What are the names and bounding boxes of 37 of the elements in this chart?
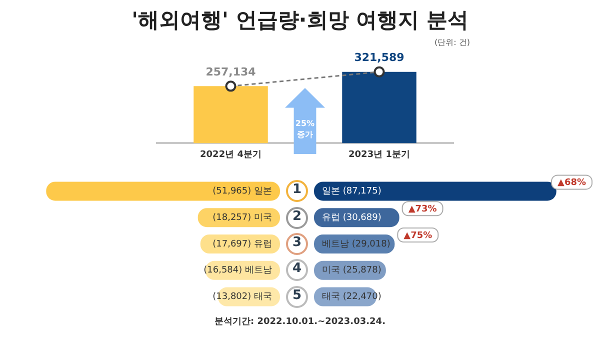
annotation: ▲68%: [558, 178, 586, 188]
text: 2: [291, 208, 303, 225]
chart-title: '해외여행' 언급량·희망 여행지 분석: [130, 7, 470, 34]
y-tick-label: 태국: [322, 292, 340, 302]
y-tick-label: 일본: [254, 186, 272, 197]
data-label: (29,018): [352, 239, 390, 250]
data-label: (51,965): [212, 186, 252, 197]
y-tick-label: 유럽: [322, 212, 340, 223]
annotation: ▲75%: [404, 230, 432, 241]
x-tick-label: 2023년 1분기: [348, 150, 410, 160]
text: 3: [291, 235, 303, 251]
data-label: (17,697): [212, 239, 252, 250]
text: 분석기간: 2022.10.01.~2023.03.24.: [214, 316, 386, 328]
data-label: 321,589: [354, 51, 404, 64]
text: 4: [291, 261, 303, 278]
data-label: (18,257): [212, 212, 252, 223]
text: 1: [291, 182, 303, 198]
bar: [314, 182, 556, 201]
y-tick-label: 유럽: [254, 239, 272, 250]
y-tick-label: 베트남: [245, 266, 272, 276]
y-tick-label: 미국: [322, 266, 340, 276]
data-label: (16,584): [204, 266, 242, 276]
annotation: 25% 증가: [294, 118, 316, 140]
x-tick-label: 2022년 4분기: [200, 150, 262, 160]
annotation: ▲73%: [408, 204, 437, 214]
data-label: (87,175): [342, 186, 382, 197]
y-tick-label: 베트남: [322, 239, 349, 250]
bar: [46, 182, 280, 201]
text: 5: [291, 288, 303, 304]
y-tick-label: 미국: [254, 212, 272, 223]
y-tick-label: 태국: [254, 292, 272, 302]
data-label: (30,689): [342, 212, 382, 223]
data-label: (13,802): [212, 292, 252, 302]
text: (단위: 건): [434, 37, 470, 48]
data-label: (25,878): [342, 266, 382, 276]
y-tick-label: 일본: [322, 186, 340, 197]
data-label: 257,134: [206, 66, 256, 79]
